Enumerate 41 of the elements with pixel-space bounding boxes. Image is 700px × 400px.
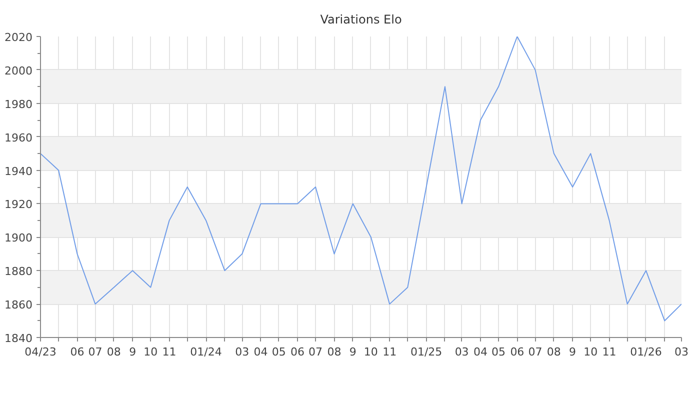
x-tick-label: 11 <box>602 346 616 358</box>
chart-title: Variations Elo <box>320 12 402 26</box>
x-tick-label: 10 <box>584 346 598 358</box>
x-tick-label: 08 <box>327 346 342 358</box>
y-tick-label: 1940 <box>4 164 33 178</box>
x-tick-label: 06 <box>70 346 84 358</box>
x-tick-label: 01/25 <box>410 346 442 358</box>
x-tick-label: 9 <box>349 346 356 358</box>
y-tick-label: 1880 <box>4 265 33 278</box>
y-tick-label: 1920 <box>4 198 33 212</box>
y-tick-label: 1860 <box>4 298 33 312</box>
x-tick-label: 11 <box>382 346 397 358</box>
y-tick-label: 1900 <box>4 232 33 245</box>
x-tick-label: 06 <box>290 346 305 358</box>
x-tick-label: 11 <box>162 346 176 358</box>
x-tick-label: 05 <box>272 346 286 358</box>
x-tick-label: 04 <box>254 346 268 358</box>
x-tick-label: 07 <box>88 346 102 358</box>
x-tick-label: 08 <box>546 346 561 358</box>
x-tick-label: 07 <box>308 346 323 358</box>
x-tick-label: 01/26 <box>630 346 662 358</box>
x-tick-label: 03 <box>674 346 688 358</box>
x-tick-label: 06 <box>510 346 524 358</box>
y-tick-label: 2020 <box>4 31 33 44</box>
x-tick-label: 05 <box>492 346 506 358</box>
y-tick-label: 1980 <box>4 98 33 111</box>
x-tick-label: 04/23 <box>24 346 56 358</box>
x-tick-label: 9 <box>129 346 136 358</box>
y-tick-label: 1960 <box>4 131 33 144</box>
x-tick-label: 03 <box>454 346 469 358</box>
y-tick-label: 2000 <box>4 64 33 78</box>
x-tick-label: 04 <box>473 346 488 358</box>
x-tick-label: 08 <box>106 346 121 358</box>
y-tick-label: 1840 <box>4 332 33 345</box>
x-tick-label: 10 <box>364 346 378 358</box>
x-tick-label: 9 <box>569 346 576 358</box>
line-series <box>40 36 682 322</box>
x-tick-label: 01/24 <box>190 346 222 358</box>
x-tick-label: 07 <box>528 346 542 358</box>
x-tick-label: 10 <box>144 346 158 358</box>
x-tick-label: 03 <box>235 346 250 358</box>
